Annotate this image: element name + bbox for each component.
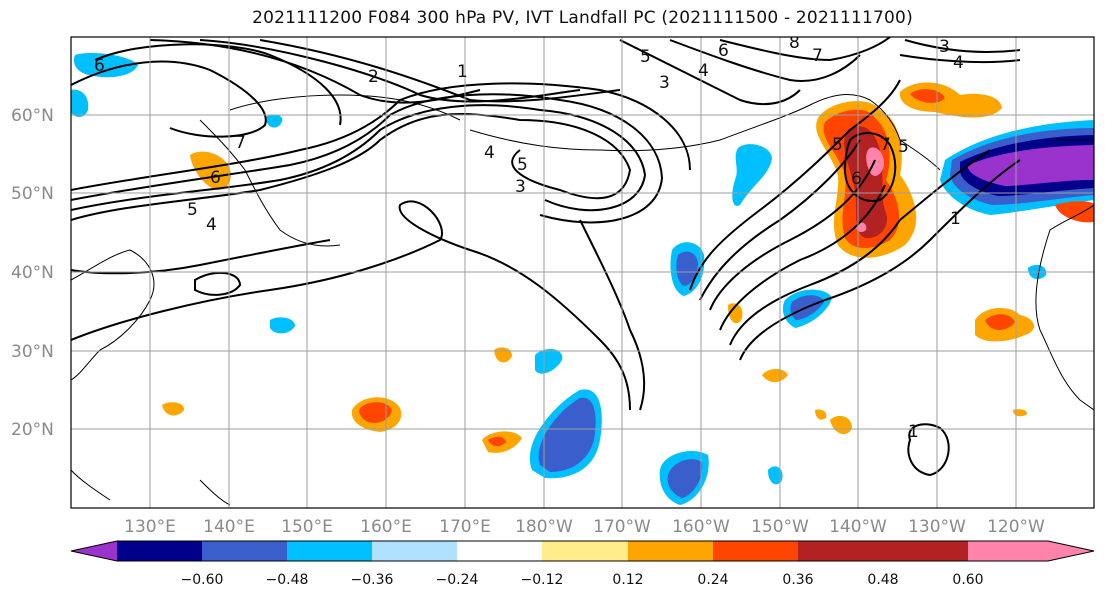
contour-label: 5: [517, 155, 528, 175]
graticule: [71, 37, 1094, 508]
lon-tick: 170°E: [439, 517, 491, 537]
shading-layer: [71, 53, 1094, 505]
colorbar-label: 0.24: [697, 572, 728, 588]
contour-label: 4: [206, 215, 217, 235]
contour-label: 7: [812, 46, 823, 66]
lon-tick: 140°E: [203, 517, 255, 537]
colorbar-segment: [628, 541, 713, 561]
colorbar-segment: [542, 541, 628, 561]
contour-label: 3: [659, 73, 670, 93]
contour-label: 7: [880, 135, 891, 155]
colorbar-segment: [117, 541, 202, 561]
contour-label: 1: [950, 209, 961, 229]
colorbar-label: 0.36: [782, 572, 813, 588]
colorbar-segment: [968, 541, 1048, 561]
lon-tick: 130°E: [124, 517, 176, 537]
lon-tick: 120°W: [987, 517, 1045, 537]
contour-label: 6: [94, 56, 105, 76]
colorbar-label: −0.48: [266, 572, 309, 588]
colorbar-label: −0.12: [521, 572, 564, 588]
contour-label: 6: [210, 168, 221, 188]
contour-label: 3: [515, 177, 526, 197]
contour-label: 6: [718, 41, 729, 61]
colorbar-extend-high: [1048, 541, 1094, 561]
contour-label: 4: [698, 61, 709, 81]
colorbar-segment: [287, 541, 372, 561]
colorbar-label: 0.12: [612, 572, 643, 588]
contour-label: 5: [187, 200, 198, 220]
colorbar-segment: [202, 541, 287, 561]
contour-label: 7: [235, 133, 246, 153]
contour-label: 6: [851, 169, 862, 189]
colorbar-segment: [372, 541, 457, 561]
contour-label: 5: [898, 137, 909, 157]
contour-label: 1: [908, 422, 919, 442]
lon-tick: 160°E: [360, 517, 412, 537]
colorbar-segment: [713, 541, 798, 561]
lon-tick: 140°W: [829, 517, 887, 537]
lat-tick: 60°N: [11, 106, 54, 126]
contour-label: 4: [953, 53, 964, 73]
contour-label-group: 6 2 1 3 5 4 6 8 7 3 4 7 6 5 4 5 4 3 5 7 …: [94, 33, 964, 442]
colorbar-label: 0.60: [952, 572, 983, 588]
pv-contours: [71, 37, 1021, 477]
lon-tick: 170°W: [593, 517, 651, 537]
colorbar-extend-low: [71, 541, 117, 561]
contour-label: 5: [832, 135, 843, 155]
contour-label: 2: [368, 67, 379, 87]
lat-tick-labels: 60°N 50°N 40°N 30°N 20°N: [11, 106, 54, 440]
lon-tick: 180°W: [515, 517, 573, 537]
lat-tick: 20°N: [11, 420, 54, 440]
colorbar-label: −0.24: [436, 572, 479, 588]
colorbar-label: −0.60: [181, 572, 224, 588]
colorbar-segment: [798, 541, 883, 561]
colorbar-label: 0.48: [867, 572, 898, 588]
colorbar-segment: [457, 541, 542, 561]
contour-label: 1: [457, 62, 468, 82]
lon-tick: 160°W: [672, 517, 730, 537]
lat-tick: 50°N: [11, 184, 54, 204]
contour-label: 8: [789, 33, 800, 53]
lon-tick: 150°W: [751, 517, 809, 537]
lon-tick: 150°E: [281, 517, 333, 537]
lon-tick: 130°W: [908, 517, 966, 537]
lon-tick-labels: 130°E 140°E 150°E 160°E 170°E 180°W 170°…: [124, 517, 1045, 537]
colorbar: −0.60 −0.48 −0.36 −0.24 −0.12 0.12 0.24 …: [70, 540, 1095, 588]
contour-label: 5: [640, 47, 651, 67]
lat-tick: 30°N: [11, 342, 54, 362]
map-title: 2021111200 F084 300 hPa PV, IVT Landfall…: [252, 8, 913, 28]
plot-frame: [70, 36, 1095, 509]
colorbar-outline: [70, 540, 1095, 562]
colorbar-label: −0.36: [351, 572, 394, 588]
contour-label: 4: [484, 143, 495, 163]
contour-label: 3: [939, 37, 950, 57]
lat-tick: 40°N: [11, 263, 54, 283]
